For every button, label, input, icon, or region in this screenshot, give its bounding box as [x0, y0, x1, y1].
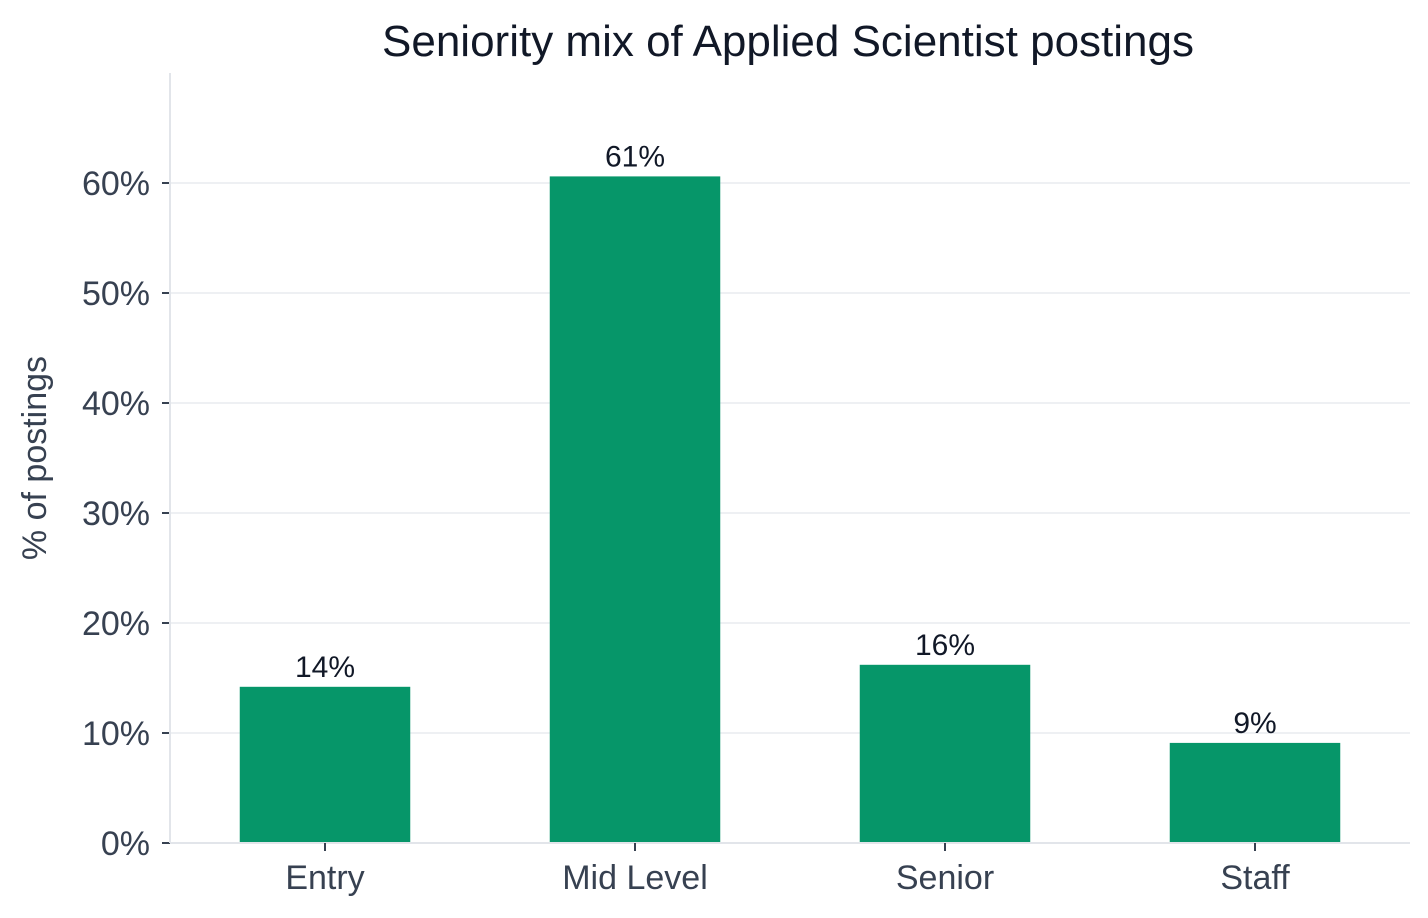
x-tick-label: Senior [896, 859, 994, 897]
bar-mid-level [549, 176, 721, 843]
y-axis-label: % of postings [16, 356, 54, 560]
y-tick-label: 30% [82, 495, 150, 533]
data-label: 61% [605, 140, 665, 173]
y-tick-label: 60% [82, 165, 150, 203]
data-label: 9% [1233, 707, 1276, 740]
y-tick-label: 50% [82, 275, 150, 313]
y-tick-label: 20% [82, 605, 150, 643]
bar-senior [859, 664, 1031, 843]
y-tick-label: 0% [101, 825, 150, 863]
data-label: 16% [915, 629, 975, 662]
bar-staff [1169, 742, 1341, 843]
y-tick-label: 40% [82, 385, 150, 423]
x-tick-label: Staff [1220, 859, 1290, 897]
x-tick-label: Mid Level [562, 859, 708, 897]
axis-layer: 0% 10% 20% 30% 40% 50% 60% Entry Mid Level Senior… [82, 73, 1410, 897]
bar-layer: 14% 61% 16% 9% [239, 140, 1341, 843]
y-tick-label: 10% [82, 715, 150, 753]
x-tick-label: Entry [285, 859, 364, 897]
data-label: 14% [295, 651, 355, 684]
chart-title: Seniority mix of Applied Scientist posti… [382, 17, 1194, 66]
grid-layer [170, 182, 1410, 734]
bar-entry [239, 686, 411, 843]
